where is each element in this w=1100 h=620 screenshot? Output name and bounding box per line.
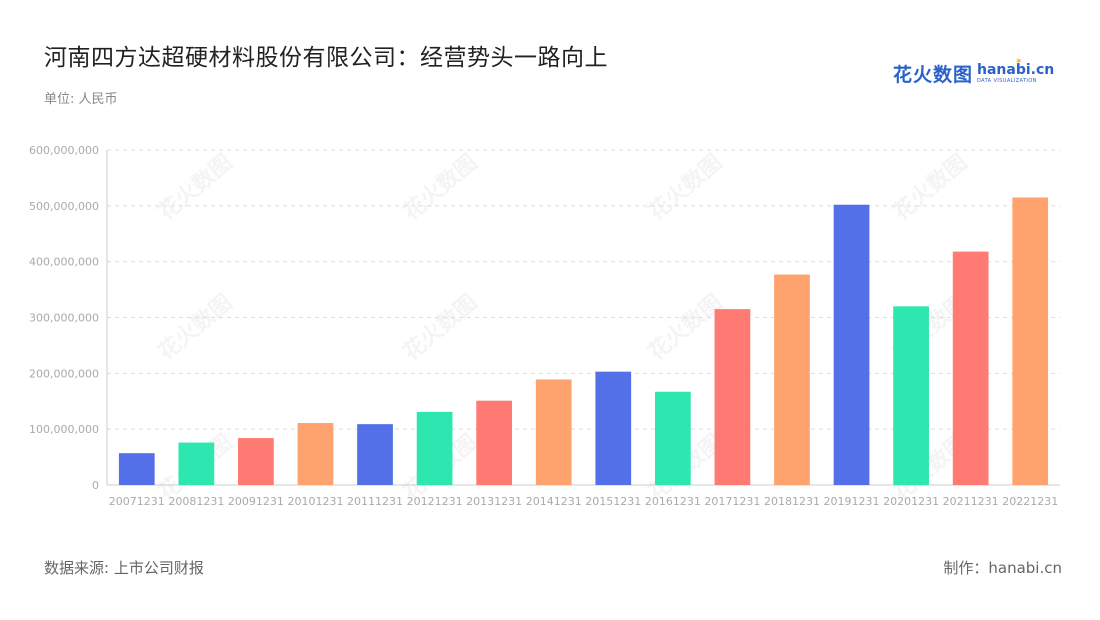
bar [1012,197,1049,486]
y-tick-label: 100,000,000 [29,423,99,436]
y-tick-label: 400,000,000 [29,256,99,269]
bar [893,306,929,485]
x-tick-label: 20171231 [704,495,760,508]
maker-credit: 制作：hanabi.cn [943,559,1062,577]
logo-en-text: hanabi.cn [977,62,1055,78]
bar [416,411,453,485]
bar [238,438,274,485]
bar [357,424,393,485]
x-tick-label: 20221231 [1002,495,1058,508]
x-tick-label: 20111231 [347,495,403,508]
bar [535,379,572,485]
bar [833,204,870,485]
chart-title: 河南四方达超硬材料股份有限公司：经营势头一路向上 [44,45,608,71]
bar [774,274,810,485]
x-tick-label: 20181231 [764,495,820,508]
bar [952,251,989,485]
bar [178,442,215,485]
x-tick-label: 20161231 [645,495,701,508]
spark-icon: ✶ [1015,57,1023,67]
unit-label: 单位: 人民币 [44,92,118,107]
bar [476,400,513,485]
x-tick-label: 20141231 [526,495,582,508]
x-tick-label: 20091231 [228,495,284,508]
logo-cn-text: 花火数图 [893,64,974,86]
y-tick-label: 200,000,000 [29,367,99,380]
data-source: 数据来源: 上市公司财报 [44,559,204,577]
bar [714,309,751,485]
brand-logo: 花火数图 hanabi.cn DATA VISUALIZATION [893,60,1054,87]
x-tick-label: 20191231 [824,495,880,508]
x-tick-label: 20081231 [168,495,224,508]
x-tick-label: 20071231 [109,495,165,508]
x-tick-label: 20121231 [407,495,463,508]
bar [118,453,155,485]
bar [297,423,334,485]
x-tick-label: 20201231 [883,495,939,508]
bar [595,371,632,485]
logo-sub-text: DATA VISUALIZATION [977,78,1037,84]
bar [654,391,691,485]
y-tick-label: 300,000,000 [29,312,99,325]
x-tick-label: 20151231 [585,495,641,508]
y-tick-label: 0 [92,479,99,492]
y-tick-label: 600,000,000 [29,144,99,157]
x-tick-label: 20211231 [943,495,999,508]
y-tick-label: 500,000,000 [29,200,99,213]
x-tick-label: 20101231 [287,495,343,508]
x-tick-label: 20131231 [466,495,522,508]
